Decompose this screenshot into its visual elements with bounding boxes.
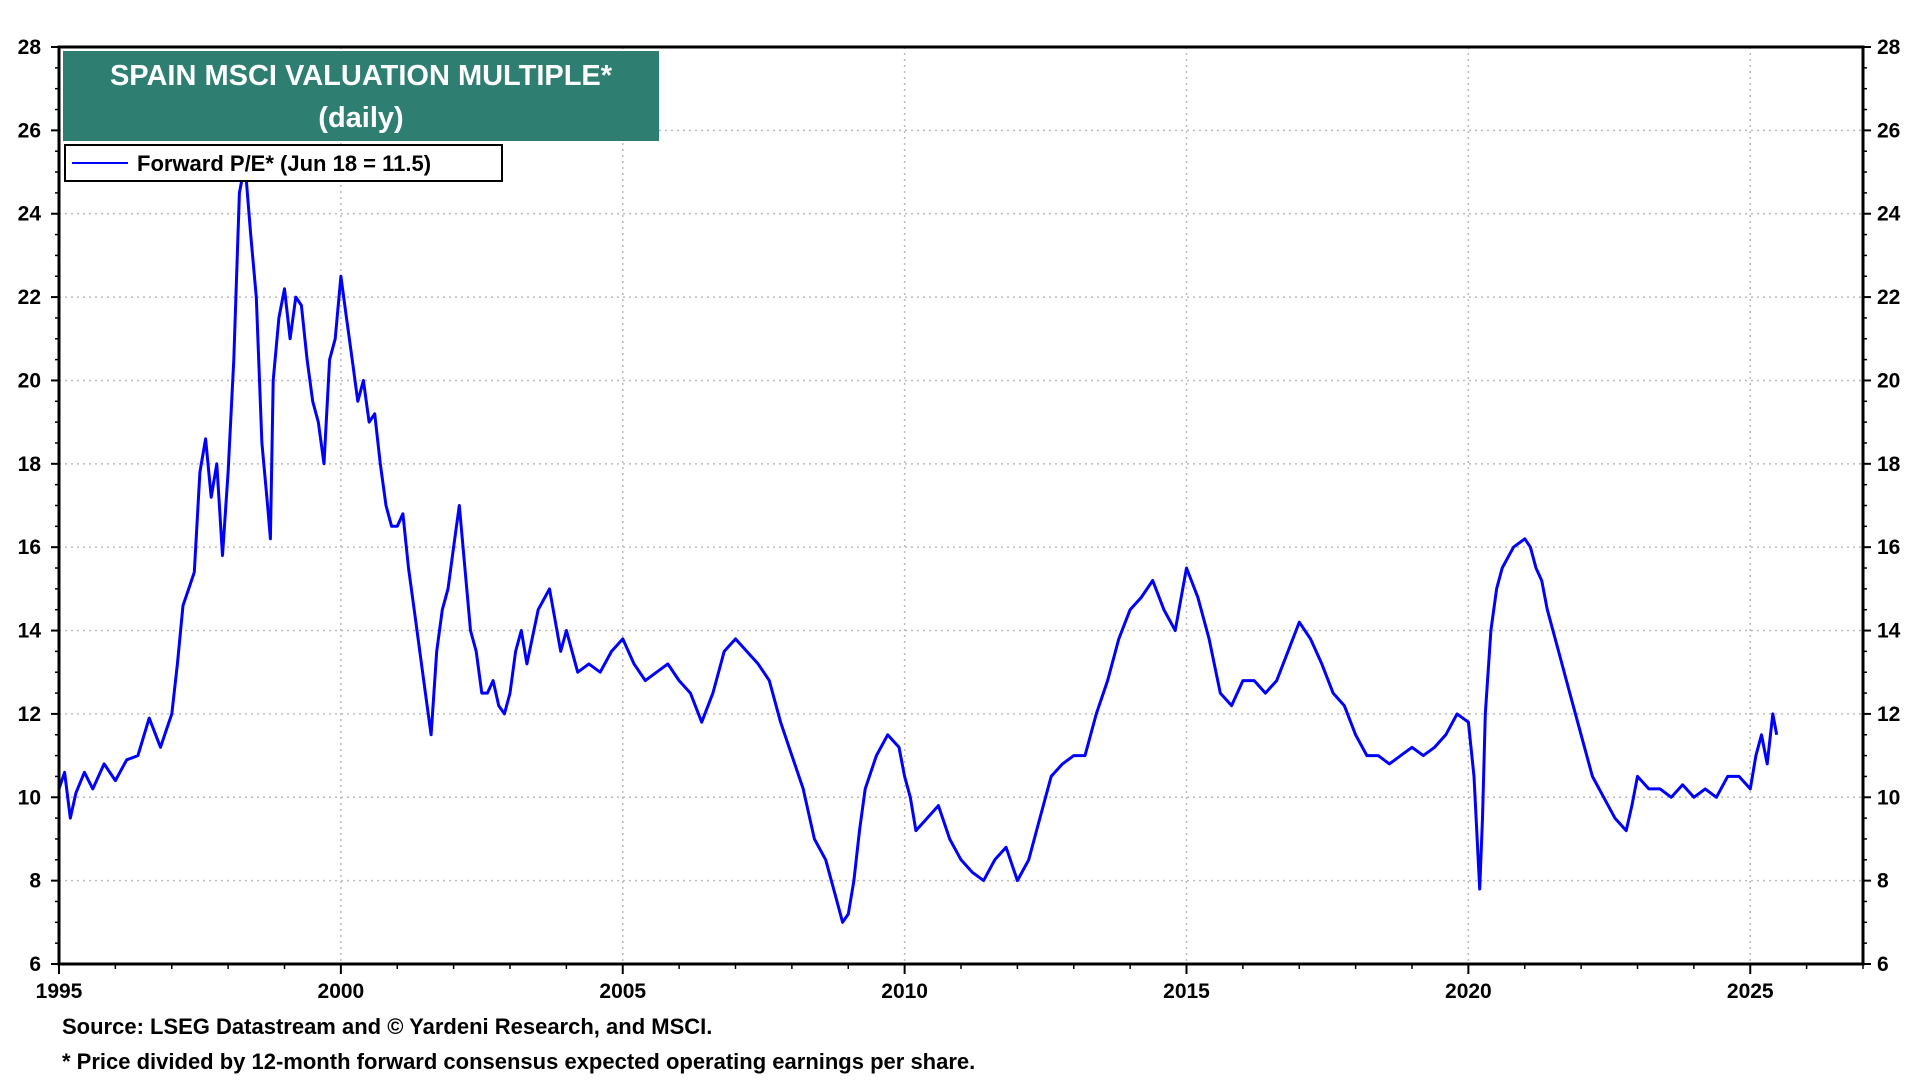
definition-footnote: * Price divided by 12-month forward cons… (62, 1049, 975, 1074)
y-tick-label-right: 18 (1877, 453, 1901, 476)
y-axis-right-labels: 6 8 10 12 14 16 18 20 22 24 26 28 (1877, 36, 1901, 976)
x-tick-label: 2025 (1727, 980, 1774, 1003)
x-tick-label: 1995 (36, 980, 83, 1003)
y-tick-label-left: 16 (18, 536, 41, 559)
title-box: SPAIN MSCI VALUATION MULTIPLE* (daily) (63, 51, 659, 141)
y-tick-label-right: 26 (1877, 119, 1900, 142)
y-tick-label-left: 10 (18, 786, 41, 809)
y-tick-label-right: 24 (1877, 203, 1901, 226)
y-tick-label-right: 10 (1877, 786, 1900, 809)
y-tick-label-right: 12 (1877, 703, 1900, 726)
y-tick-label-right: 8 (1877, 870, 1889, 893)
x-tick-label: 2005 (599, 980, 646, 1003)
y-tick-label-left: 6 (29, 953, 41, 976)
series-line-forward-pe (57, 162, 1779, 924)
y-tick-label-right: 16 (1877, 536, 1900, 559)
x-tick-label: 2010 (881, 980, 928, 1003)
grid-layer (59, 47, 1863, 964)
y-tick-label-left: 22 (18, 286, 41, 309)
series-layer (57, 162, 1779, 924)
chart-title: SPAIN MSCI VALUATION MULTIPLE* (110, 60, 613, 92)
y-tick-label-left: 20 (18, 369, 41, 392)
x-tick-label: 2000 (318, 980, 365, 1003)
y-tick-label-right: 22 (1877, 286, 1900, 309)
x-axis-labels: 1995 2000 2005 2010 2015 2020 2025 (36, 980, 1774, 1003)
y-tick-label-left: 12 (18, 703, 41, 726)
legend-label: Forward P/E* (Jun 18 = 11.5) (137, 151, 431, 176)
x-tick-label: 2015 (1163, 980, 1210, 1003)
y-tick-label-left: 28 (18, 36, 42, 59)
y-tick-label-left: 8 (29, 870, 41, 893)
y-tick-label-right: 28 (1877, 36, 1901, 59)
y-tick-label-right: 6 (1877, 953, 1889, 976)
y-tick-label-left: 18 (18, 453, 42, 476)
source-footnote: Source: LSEG Datastream and © Yardeni Re… (62, 1014, 712, 1039)
y-tick-label-left: 14 (18, 620, 42, 643)
y-axis-left-labels: 6 8 10 12 14 16 18 20 22 24 26 28 (18, 36, 42, 976)
title-box-background (63, 51, 659, 141)
y-tick-label-left: 26 (18, 119, 41, 142)
legend-box (64, 144, 503, 182)
chart-subtitle: (daily) (318, 102, 403, 134)
plot-frame (57, 45, 1865, 966)
legend: Forward P/E* (Jun 18 = 11.5) (64, 144, 503, 182)
y-tick-label-right: 20 (1877, 369, 1900, 392)
minor-tick-layer (51, 46, 1871, 974)
x-tick-label: 2020 (1445, 980, 1492, 1003)
y-tick-label-right: 14 (1877, 620, 1901, 643)
y-tick-label-left: 24 (18, 203, 42, 226)
